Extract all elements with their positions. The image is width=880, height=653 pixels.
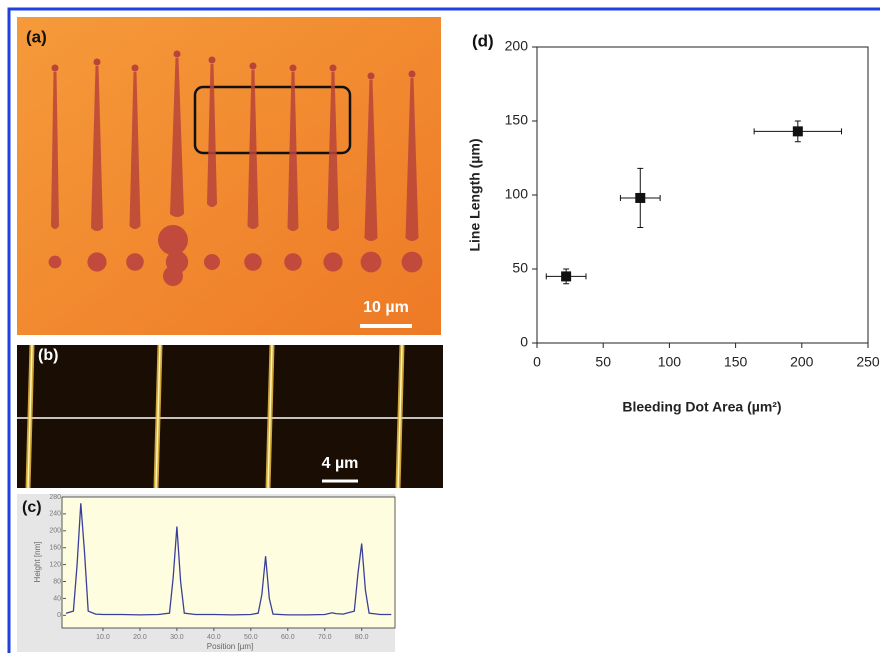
profile-line — [65, 503, 392, 616]
bleed-dot — [401, 251, 423, 273]
y-tick-label: 150 — [505, 112, 529, 128]
y-tick-label: 50 — [512, 260, 528, 276]
bleed-dot — [163, 266, 183, 286]
afm-line-core — [27, 344, 33, 489]
dot-line — [364, 80, 378, 241]
bleed-dot — [158, 225, 188, 255]
y-tick-label: 120 — [49, 561, 61, 568]
panel-c: (c) Position [µm] Height [nm] 0 40 80 120 16… — [17, 494, 396, 652]
x-tick-label: 150 — [724, 354, 748, 370]
y-tick-label: 240 — [49, 511, 61, 518]
y-tick-label: 100 — [505, 186, 529, 202]
top-dot — [249, 62, 257, 70]
x-tick-label: 50.0 — [244, 634, 258, 641]
bleed-dot — [126, 253, 144, 271]
bleed-dot — [323, 252, 343, 272]
y-tick-label: 80 — [53, 578, 61, 585]
panel-label: (c) — [22, 499, 42, 516]
x-tick-label: 250 — [856, 354, 880, 370]
x-tick-label: 70.0 — [318, 634, 332, 641]
top-dot — [329, 64, 337, 72]
panel-a: 10 µm (a) — [17, 17, 441, 335]
y-tick-label: 40 — [53, 595, 61, 602]
frame — [7, 7, 880, 653]
bleed-dot — [244, 253, 262, 271]
y-axis-label: Height [nm] — [33, 542, 42, 583]
x-tick-label: 60.0 — [281, 634, 295, 641]
top-dot — [51, 64, 59, 72]
panel-b: 4 µm (b) — [17, 344, 443, 489]
scale-label: 4 µm — [322, 455, 359, 472]
bleed-dot — [360, 251, 382, 273]
x-tick-label: 0 — [533, 354, 541, 370]
panel-label: (a) — [26, 27, 47, 46]
dot-line — [91, 66, 103, 231]
bleed-dot — [204, 254, 220, 270]
top-dot — [408, 70, 416, 78]
panel-label: (b) — [38, 347, 58, 364]
dot-line — [287, 72, 299, 231]
point — [792, 126, 803, 137]
y-tick-label: 0 — [57, 612, 61, 619]
afm-image — [17, 345, 443, 488]
x-tick-label: 80.0 — [355, 634, 369, 641]
top-dot — [208, 56, 216, 64]
y-tick-label: 200 — [505, 38, 529, 54]
scale-label: 10 µm — [363, 299, 409, 316]
bleed-dot — [48, 255, 62, 269]
x-axis-label: Bleeding Dot Area (µm²) — [622, 399, 781, 415]
top-dot — [173, 50, 181, 58]
point — [635, 192, 646, 203]
y-tick-label: 0 — [520, 334, 528, 350]
x-axis-label: Position [µm] — [207, 642, 253, 651]
dot-line — [327, 72, 339, 231]
top-dot — [131, 64, 139, 72]
x-tick-label: 10.0 — [96, 634, 110, 641]
dot-line — [207, 64, 217, 207]
x-tick-label: 50 — [595, 354, 611, 370]
x-tick-label: 30.0 — [170, 634, 184, 641]
highlight-box — [193, 85, 352, 155]
x-tick-label: 200 — [790, 354, 814, 370]
dot-line — [129, 72, 141, 229]
afm-line-core — [155, 344, 161, 489]
plot-area — [61, 496, 396, 629]
x-tick-label: 100 — [658, 354, 682, 370]
afm-line-core — [267, 344, 273, 489]
dot-line — [405, 78, 419, 241]
x-tick-label: 20.0 — [133, 634, 147, 641]
bleed-dot — [284, 253, 302, 271]
micrograph — [17, 17, 441, 335]
top-dot — [367, 72, 375, 80]
y-tick-label: 160 — [49, 545, 61, 552]
dot-line — [51, 72, 59, 229]
y-axis-label: Line Length (µm) — [467, 138, 483, 251]
y-tick-label: 200 — [49, 528, 61, 535]
y-tick-label: 280 — [49, 494, 61, 501]
plot-frame — [536, 46, 869, 344]
panel-d: (d) Bleeding Dot Area (µm²) Line Length … — [467, 31, 880, 414]
top-dot — [289, 64, 297, 72]
dot-line — [170, 58, 184, 217]
x-tick-label: 40.0 — [207, 634, 221, 641]
bleed-dot — [87, 252, 107, 272]
point — [561, 271, 572, 282]
top-dot — [93, 58, 101, 66]
panel-label: (d) — [472, 31, 494, 50]
afm-line-core — [397, 344, 403, 489]
dot-line — [247, 70, 259, 229]
